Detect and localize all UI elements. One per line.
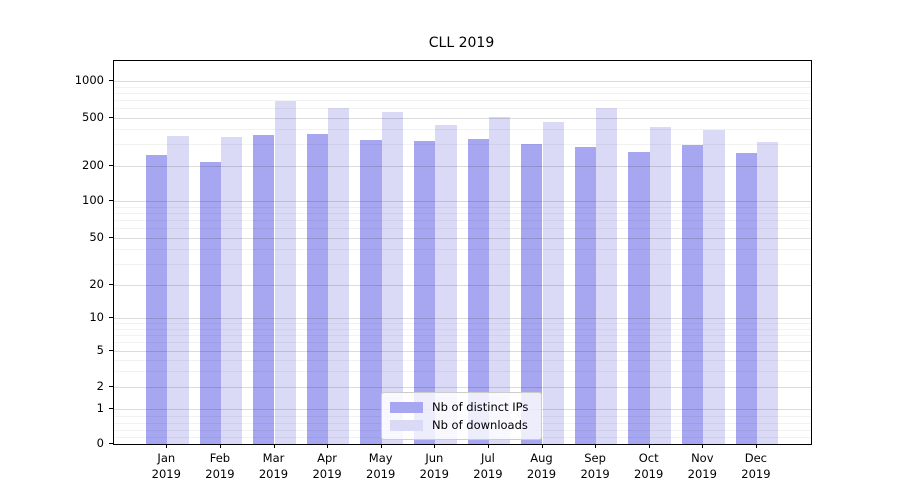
- bar-downloads: [488, 117, 511, 444]
- legend: Nb of distinct IPs Nb of downloads: [381, 392, 542, 440]
- x-tick-label: Sep 2019: [580, 451, 610, 481]
- y-tick-mark: [109, 317, 113, 318]
- bar-downloads: [596, 108, 618, 444]
- gridline-major: [114, 117, 811, 119]
- bar-distinct-ips: [467, 139, 489, 444]
- y-tick-label: 0: [96, 436, 104, 450]
- y-tick-label: 500: [82, 109, 104, 124]
- bar-distinct-ips: [574, 146, 597, 444]
- bar-distinct-ips: [413, 140, 436, 444]
- legend-row-distinct-ips: Nb of distinct IPs: [390, 399, 533, 415]
- legend-swatch-distinct-ips: [390, 401, 423, 413]
- x-tick-mark: [755, 444, 757, 448]
- x-tick-mark: [648, 444, 650, 448]
- y-tick-label: 1000: [74, 73, 104, 87]
- legend-label-downloads: Nb of downloads: [432, 418, 528, 432]
- x-tick-mark: [434, 444, 436, 448]
- x-tick-mark: [166, 444, 168, 448]
- gridline-minor: [114, 86, 811, 88]
- bar-downloads: [435, 124, 457, 444]
- x-tick-mark: [380, 444, 382, 448]
- y-tick-label: 100: [82, 193, 104, 207]
- bar-downloads: [328, 107, 350, 444]
- y-tick-label: 2: [96, 379, 104, 393]
- x-tick-mark: [595, 444, 597, 448]
- y-tick-mark: [109, 200, 113, 201]
- y-tick-mark: [109, 80, 113, 81]
- x-tick-label: Oct 2019: [634, 451, 664, 481]
- y-tick-label: 5: [96, 343, 104, 357]
- x-tick-label: Nov 2019: [687, 451, 717, 481]
- bar-distinct-ips: [199, 162, 221, 444]
- x-tick-mark: [219, 444, 221, 448]
- bar-distinct-ips: [681, 144, 704, 444]
- bar-downloads: [274, 101, 296, 444]
- gridline-minor: [114, 99, 811, 101]
- legend-label-distinct-ips: Nb of distinct IPs: [432, 400, 529, 414]
- y-tick-label: 20: [89, 277, 104, 291]
- plot-area: [113, 60, 812, 445]
- x-tick-label: Jul 2019: [473, 451, 503, 481]
- y-tick-mark: [109, 236, 113, 238]
- x-tick-label: May 2019: [366, 451, 396, 481]
- bar-distinct-ips: [253, 135, 275, 444]
- bar-distinct-ips: [306, 134, 329, 444]
- y-tick-label: 50: [89, 229, 104, 244]
- x-tick-label: Dec 2019: [741, 451, 771, 481]
- bar-distinct-ips: [145, 154, 168, 444]
- y-tick-label: 200: [82, 157, 104, 172]
- x-tick-label: Aug 2019: [526, 451, 557, 481]
- bar-downloads: [703, 129, 725, 444]
- x-tick-mark: [702, 444, 704, 448]
- x-tick-mark: [327, 444, 329, 448]
- x-tick-label: Jan 2019: [151, 451, 181, 481]
- x-tick-mark: [541, 444, 543, 448]
- y-tick-mark: [109, 443, 113, 444]
- y-tick-label: 1: [96, 401, 104, 415]
- chart-title: CLL 2019: [428, 35, 495, 51]
- bar-downloads: [167, 136, 189, 444]
- y-tick-mark: [109, 164, 113, 166]
- bar-distinct-ips: [735, 152, 757, 444]
- bar-downloads: [649, 126, 672, 444]
- bar-downloads: [381, 112, 404, 444]
- legend-row-downloads: Nb of downloads: [390, 417, 533, 433]
- y-tick-mark: [109, 386, 113, 387]
- y-tick-mark: [109, 408, 113, 409]
- gridline-minor: [114, 92, 811, 94]
- x-tick-label: Jun 2019: [419, 451, 449, 481]
- bar-distinct-ips: [360, 139, 382, 444]
- y-tick-label: 10: [89, 310, 104, 324]
- y-tick-mark: [109, 284, 113, 285]
- y-tick-mark: [109, 116, 113, 118]
- x-tick-label: Apr 2019: [312, 451, 342, 481]
- bar-distinct-ips: [628, 152, 650, 444]
- y-tick-mark: [109, 350, 113, 351]
- bar-downloads: [756, 141, 779, 444]
- x-tick-mark: [487, 444, 489, 448]
- gridline-major: [114, 81, 811, 82]
- gridline-minor: [114, 107, 811, 109]
- legend-swatch-downloads: [390, 419, 423, 431]
- bar-downloads: [542, 122, 564, 444]
- bar-downloads: [220, 136, 243, 444]
- x-tick-label: Feb 2019: [205, 451, 235, 481]
- bar-distinct-ips: [521, 143, 543, 444]
- x-tick-label: Mar 2019: [258, 451, 289, 481]
- x-tick-mark: [273, 444, 275, 448]
